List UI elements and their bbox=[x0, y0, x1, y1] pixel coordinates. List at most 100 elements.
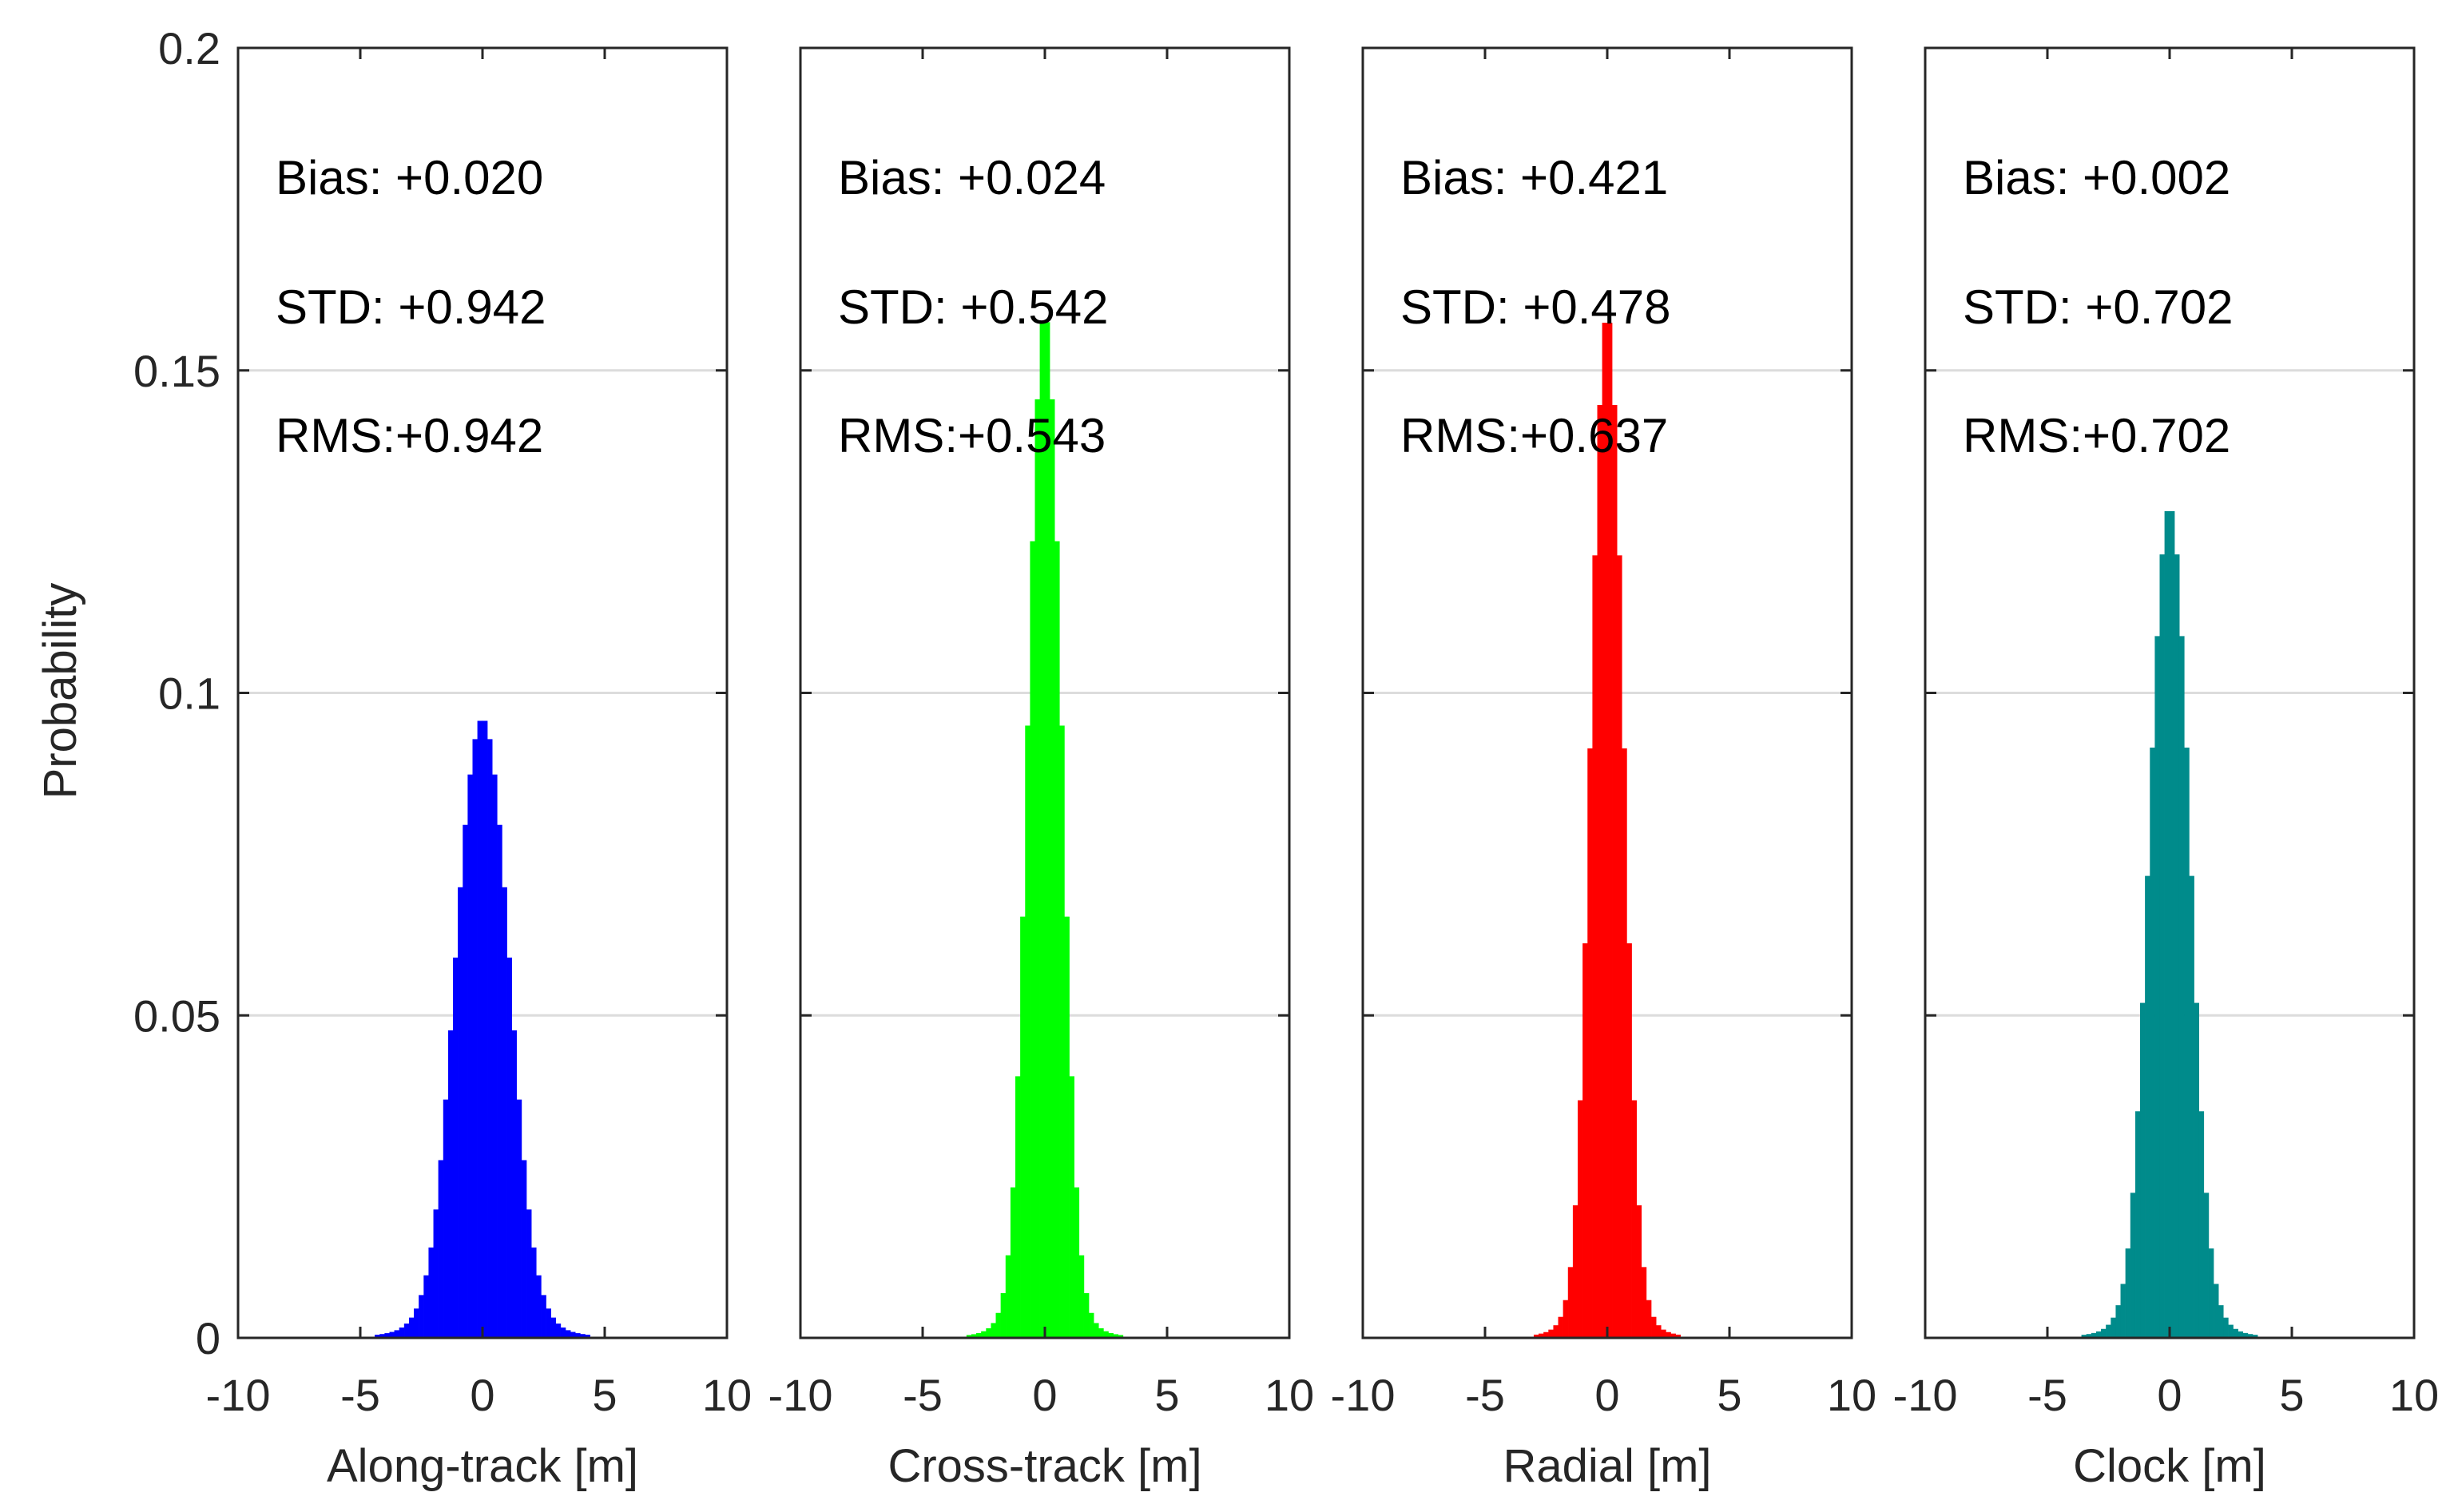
histogram-bar bbox=[1034, 399, 1041, 1339]
histogram-bar bbox=[995, 1312, 1002, 1339]
histogram-bars bbox=[375, 720, 590, 1339]
histogram-bar bbox=[477, 720, 483, 1339]
histogram-bar bbox=[491, 774, 498, 1339]
x-axis-title: Clock [m] bbox=[2073, 1440, 2266, 1492]
histogram-bar bbox=[2178, 636, 2185, 1339]
histogram-bar bbox=[2111, 1317, 2116, 1339]
x-tick-label: 5 bbox=[592, 1370, 617, 1420]
x-tick-label: 5 bbox=[2279, 1370, 2304, 1420]
panel-4: -10 -5 0 5 10 Clock [m] Bias: +0.002 STD: +0.70… bbox=[1893, 46, 2439, 1492]
x-tick-label: 0 bbox=[1032, 1370, 1057, 1420]
histogram-bar bbox=[1088, 1312, 1094, 1339]
stat-annotation: Bias: +0.421 bbox=[1400, 151, 1668, 204]
histogram-bar bbox=[555, 1323, 562, 1339]
y-tick-label: 0.1 bbox=[158, 669, 220, 719]
stat-annotation: Bias: +0.002 bbox=[1963, 151, 2230, 204]
histogram-bar bbox=[1039, 322, 1046, 1339]
histogram-bar bbox=[1650, 1316, 1657, 1339]
histogram-bar bbox=[1567, 1267, 1574, 1339]
histogram-bar bbox=[1020, 916, 1026, 1339]
panel-3: -10 -5 0 5 10 Radial [m] Bias: +0.421 STD: +0.4… bbox=[1331, 46, 1876, 1492]
histogram-bar bbox=[2150, 747, 2155, 1339]
histogram-bars bbox=[966, 322, 1124, 1339]
histogram-bar bbox=[1646, 1300, 1652, 1339]
x-tick-label: 5 bbox=[1717, 1370, 1741, 1420]
histogram-bar bbox=[1025, 725, 1030, 1339]
histogram-bar bbox=[2228, 1324, 2234, 1339]
x-tick-label: -10 bbox=[1893, 1370, 1958, 1420]
histogram-bar bbox=[530, 1247, 537, 1339]
stat-annotation: STD: +0.942 bbox=[276, 280, 546, 334]
histogram-bar bbox=[1083, 1292, 1090, 1339]
histogram-bar bbox=[2189, 875, 2194, 1339]
histogram-bar bbox=[1572, 1205, 1578, 1339]
x-axis-title: Along-track [m] bbox=[327, 1440, 638, 1492]
histogram-bar bbox=[453, 957, 459, 1339]
histogram-bar bbox=[1661, 1329, 1666, 1339]
x-tick-label: 0 bbox=[1594, 1370, 1619, 1420]
stat-annotation: STD: +0.702 bbox=[1963, 280, 2234, 334]
histogram-bar bbox=[2120, 1284, 2126, 1339]
histogram-bar bbox=[2223, 1317, 2229, 1339]
histogram-bar bbox=[1597, 405, 1603, 1339]
histogram-bar bbox=[438, 1160, 444, 1339]
x-tick-label: 10 bbox=[702, 1370, 752, 1420]
histogram-bar bbox=[497, 824, 502, 1339]
histogram-bar bbox=[467, 774, 474, 1339]
histogram-bar bbox=[2115, 1305, 2122, 1339]
histogram-bar bbox=[1074, 1187, 1080, 1339]
histogram-bar bbox=[2194, 1002, 2199, 1339]
histogram-bar bbox=[423, 1275, 429, 1339]
histogram-bar bbox=[536, 1275, 542, 1339]
histogram-bar bbox=[1587, 748, 1593, 1339]
histogram-bar bbox=[1582, 943, 1588, 1339]
histogram-bar bbox=[1558, 1316, 1564, 1339]
histogram-bar bbox=[403, 1323, 410, 1339]
histogram-bar bbox=[1049, 399, 1055, 1339]
y-tick-label: 0.2 bbox=[158, 23, 220, 73]
stat-annotation: RMS:+0.543 bbox=[838, 409, 1106, 462]
histogram-bar bbox=[1069, 1076, 1074, 1339]
histogram-bar bbox=[1592, 555, 1598, 1339]
histogram-bar bbox=[1054, 541, 1060, 1339]
histogram-bar bbox=[1030, 541, 1036, 1339]
histogram-bar bbox=[511, 1030, 518, 1339]
histogram-bar bbox=[1093, 1323, 1099, 1339]
histogram-bar bbox=[991, 1323, 997, 1339]
x-tick-label: -5 bbox=[903, 1370, 943, 1420]
histogram-bar bbox=[2140, 1002, 2146, 1339]
histogram-bar bbox=[2154, 636, 2161, 1339]
histogram-bar bbox=[2169, 511, 2175, 1339]
x-tick-label: 5 bbox=[1154, 1370, 1179, 1420]
histogram-bar bbox=[2184, 747, 2190, 1339]
histogram-bar bbox=[1078, 1255, 1085, 1339]
stat-annotation: RMS:+0.637 bbox=[1400, 409, 1668, 462]
histogram-bar bbox=[414, 1308, 419, 1339]
histogram-bar bbox=[2208, 1248, 2214, 1339]
histogram-bar bbox=[1064, 916, 1070, 1339]
histogram-bars bbox=[2081, 511, 2258, 1339]
panel-2: -10 -5 0 5 10 Cross-track [m] Bias: +0.024 STD:… bbox=[768, 46, 1314, 1492]
histogram-bar bbox=[1616, 555, 1622, 1339]
histogram-bar bbox=[2203, 1193, 2210, 1339]
histogram-bar bbox=[1059, 725, 1065, 1339]
histogram-bar bbox=[1641, 1267, 1647, 1339]
histogram-panels: 0 0.05 0.1 0.15 0.2 -10 -5 0 5 10 Along-track [m] B… bbox=[133, 23, 2439, 1492]
stat-annotation: RMS:+0.942 bbox=[276, 409, 543, 462]
stat-annotation: Bias: +0.020 bbox=[276, 151, 543, 204]
histogram-bar bbox=[428, 1247, 435, 1339]
x-tick-label: -10 bbox=[206, 1370, 271, 1420]
histogram-bar bbox=[1563, 1300, 1569, 1339]
histogram-bar bbox=[1636, 1205, 1642, 1339]
histogram-bar bbox=[2218, 1305, 2224, 1339]
histogram-bar bbox=[2145, 875, 2150, 1339]
histogram-bar bbox=[521, 1160, 527, 1339]
histogram-bar bbox=[502, 887, 507, 1339]
histogram-bar bbox=[2134, 1111, 2141, 1339]
histogram-bar bbox=[516, 1099, 522, 1339]
x-tick-label: 0 bbox=[470, 1370, 494, 1420]
histogram-bar bbox=[560, 1327, 566, 1339]
histogram-bar bbox=[541, 1295, 546, 1339]
stat-annotation: RMS:+0.702 bbox=[1963, 409, 2230, 462]
